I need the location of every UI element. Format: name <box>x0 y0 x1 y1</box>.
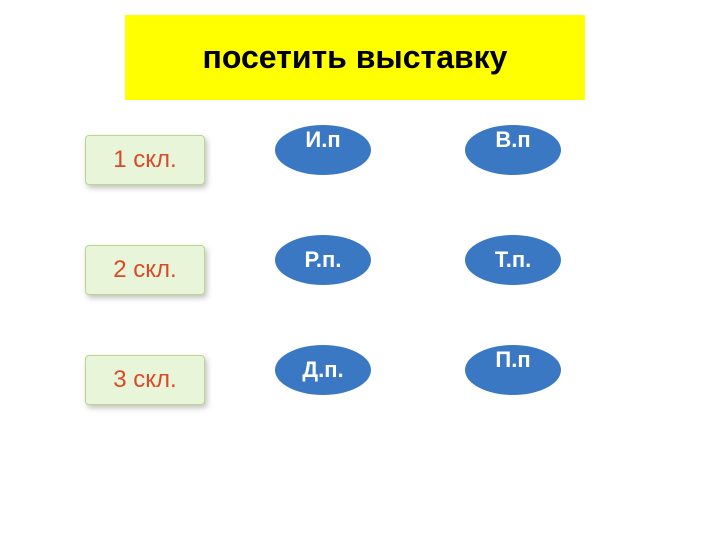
title-box: посетить выставку <box>125 15 585 100</box>
declension-2[interactable]: 2 скл. <box>85 245 205 295</box>
case-2[interactable]: Р.п. <box>275 235 371 285</box>
case-3[interactable]: Д.п. <box>275 345 371 395</box>
case-6[interactable]: П.п <box>465 345 561 395</box>
case-4[interactable]: В.п <box>465 125 561 175</box>
case-1[interactable]: И.п <box>275 125 371 175</box>
declension-3[interactable]: 3 скл. <box>85 355 205 405</box>
declension-1[interactable]: 1 скл. <box>85 135 205 185</box>
case-5[interactable]: Т.п. <box>465 235 561 285</box>
